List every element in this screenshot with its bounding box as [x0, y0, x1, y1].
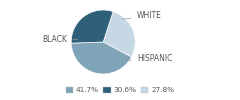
Text: BLACK: BLACK [42, 35, 77, 44]
Legend: 41.7%, 30.6%, 27.8%: 41.7%, 30.6%, 27.8% [63, 84, 177, 96]
Wedge shape [71, 42, 132, 74]
Wedge shape [71, 10, 113, 43]
Wedge shape [103, 12, 135, 57]
Text: WHITE: WHITE [123, 11, 162, 20]
Text: HISPANIC: HISPANIC [127, 54, 172, 63]
